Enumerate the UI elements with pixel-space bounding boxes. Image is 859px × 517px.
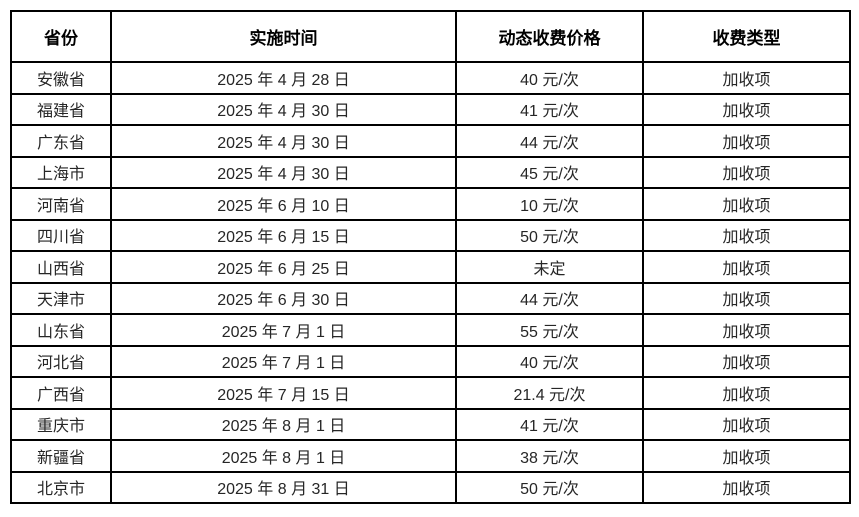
cell-province: 福建省 <box>10 92 112 126</box>
col-header-fee-type: 收费类型 <box>642 10 851 63</box>
col-header-dynamic-fee-price: 动态收费价格 <box>455 10 644 63</box>
cell-implementation-date: 2025 年 8 月 1 日 <box>110 439 457 473</box>
cell-dynamic-fee-price: 55 元/次 <box>455 313 644 347</box>
cell-fee-type: 加收项 <box>642 187 851 221</box>
cell-fee-type: 加收项 <box>642 376 851 410</box>
table-row: 新疆省 2025 年 8 月 1 日 38 元/次 加收项 <box>10 439 851 473</box>
cell-fee-type: 加收项 <box>642 124 851 158</box>
cell-implementation-date: 2025 年 8 月 1 日 <box>110 407 457 441</box>
table-row: 河北省 2025 年 7 月 1 日 40 元/次 加收项 <box>10 344 851 378</box>
cell-implementation-date: 2025 年 8 月 31 日 <box>110 470 457 504</box>
cell-fee-type: 加收项 <box>642 250 851 284</box>
cell-implementation-date: 2025 年 4 月 30 日 <box>110 155 457 189</box>
table-row: 天津市 2025 年 6 月 30 日 44 元/次 加收项 <box>10 281 851 315</box>
table-row: 重庆市 2025 年 8 月 1 日 41 元/次 加收项 <box>10 407 851 441</box>
header-row: 省份 实施时间 动态收费价格 收费类型 <box>10 10 851 63</box>
table-row: 福建省 2025 年 4 月 30 日 41 元/次 加收项 <box>10 92 851 126</box>
cell-implementation-date: 2025 年 6 月 30 日 <box>110 281 457 315</box>
cell-dynamic-fee-price: 44 元/次 <box>455 124 644 158</box>
cell-dynamic-fee-price: 50 元/次 <box>455 470 644 504</box>
cell-province: 新疆省 <box>10 439 112 473</box>
cell-implementation-date: 2025 年 7 月 1 日 <box>110 313 457 347</box>
cell-province: 山东省 <box>10 313 112 347</box>
cell-dynamic-fee-price: 45 元/次 <box>455 155 644 189</box>
cell-province: 天津市 <box>10 281 112 315</box>
cell-implementation-date: 2025 年 6 月 10 日 <box>110 187 457 221</box>
col-header-province: 省份 <box>10 10 112 63</box>
cell-fee-type: 加收项 <box>642 92 851 126</box>
cell-dynamic-fee-price: 21.4 元/次 <box>455 376 644 410</box>
table-row: 四川省 2025 年 6 月 15 日 50 元/次 加收项 <box>10 218 851 252</box>
cell-province: 山西省 <box>10 250 112 284</box>
cell-fee-type: 加收项 <box>642 313 851 347</box>
cell-fee-type: 加收项 <box>642 155 851 189</box>
cell-implementation-date: 2025 年 4 月 30 日 <box>110 92 457 126</box>
cell-province: 广东省 <box>10 124 112 158</box>
cell-fee-type: 加收项 <box>642 470 851 504</box>
cell-dynamic-fee-price: 50 元/次 <box>455 218 644 252</box>
cell-implementation-date: 2025 年 6 月 15 日 <box>110 218 457 252</box>
cell-implementation-date: 2025 年 6 月 25 日 <box>110 250 457 284</box>
cell-implementation-date: 2025 年 4 月 28 日 <box>110 61 457 95</box>
cell-fee-type: 加收项 <box>642 218 851 252</box>
cell-province: 重庆市 <box>10 407 112 441</box>
table-row: 山西省 2025 年 6 月 25 日 未定 加收项 <box>10 250 851 284</box>
cell-province: 四川省 <box>10 218 112 252</box>
table-row: 上海市 2025 年 4 月 30 日 45 元/次 加收项 <box>10 155 851 189</box>
table-row: 河南省 2025 年 6 月 10 日 10 元/次 加收项 <box>10 187 851 221</box>
cell-dynamic-fee-price: 44 元/次 <box>455 281 644 315</box>
cell-dynamic-fee-price: 40 元/次 <box>455 61 644 95</box>
cell-fee-type: 加收项 <box>642 61 851 95</box>
cell-dynamic-fee-price: 41 元/次 <box>455 92 644 126</box>
table-row: 安徽省 2025 年 4 月 28 日 40 元/次 加收项 <box>10 61 851 95</box>
table-row: 广西省 2025 年 7 月 15 日 21.4 元/次 加收项 <box>10 376 851 410</box>
table-row: 山东省 2025 年 7 月 1 日 55 元/次 加收项 <box>10 313 851 347</box>
table-row: 广东省 2025 年 4 月 30 日 44 元/次 加收项 <box>10 124 851 158</box>
cell-province: 广西省 <box>10 376 112 410</box>
cell-implementation-date: 2025 年 7 月 15 日 <box>110 376 457 410</box>
cell-dynamic-fee-price: 未定 <box>455 250 644 284</box>
cell-province: 上海市 <box>10 155 112 189</box>
cell-fee-type: 加收项 <box>642 407 851 441</box>
cell-implementation-date: 2025 年 4 月 30 日 <box>110 124 457 158</box>
cell-fee-type: 加收项 <box>642 344 851 378</box>
cell-dynamic-fee-price: 10 元/次 <box>455 187 644 221</box>
cell-province: 北京市 <box>10 470 112 504</box>
col-header-implementation-date: 实施时间 <box>110 10 457 63</box>
cell-implementation-date: 2025 年 7 月 1 日 <box>110 344 457 378</box>
cell-province: 安徽省 <box>10 61 112 95</box>
table-row: 北京市 2025 年 8 月 31 日 50 元/次 加收项 <box>10 470 851 504</box>
cell-dynamic-fee-price: 38 元/次 <box>455 439 644 473</box>
cell-fee-type: 加收项 <box>642 281 851 315</box>
cell-province: 河北省 <box>10 344 112 378</box>
dynamic-fee-table: 省份 实施时间 动态收费价格 收费类型 安徽省 2025 年 4 月 28 日 … <box>10 10 851 504</box>
cell-fee-type: 加收项 <box>642 439 851 473</box>
fee-table-container: 省份 实施时间 动态收费价格 收费类型 安徽省 2025 年 4 月 28 日 … <box>10 10 851 504</box>
cell-dynamic-fee-price: 41 元/次 <box>455 407 644 441</box>
cell-dynamic-fee-price: 40 元/次 <box>455 344 644 378</box>
cell-province: 河南省 <box>10 187 112 221</box>
